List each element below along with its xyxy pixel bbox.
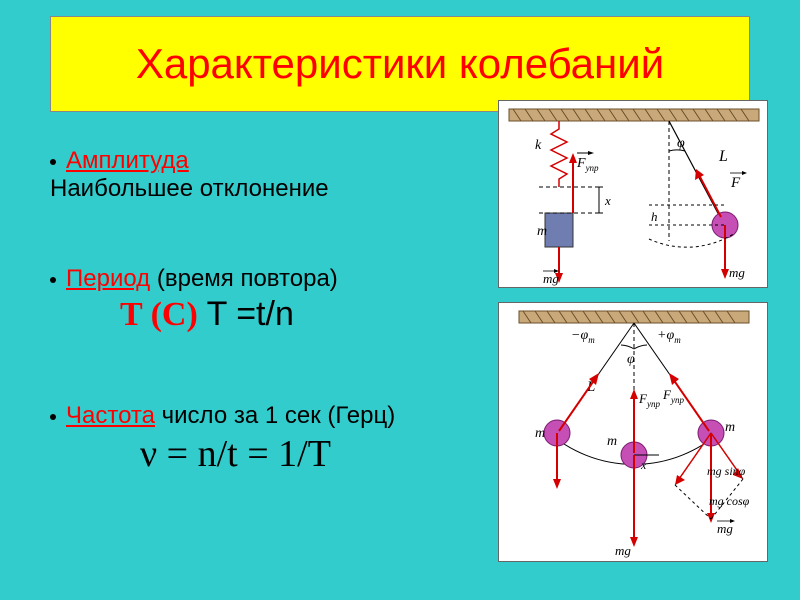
frequency-term: Частота — [66, 402, 155, 429]
spring-pendulum-icon: k Fупр x m mg — [535, 121, 611, 286]
period-term: Период — [66, 265, 150, 292]
diagram-spring-and-pendulum: k Fупр x m mg φ — [498, 100, 768, 288]
svg-text:k: k — [535, 138, 542, 153]
svg-text:h: h — [651, 209, 658, 224]
frequency-rest: число за 1 сек (Герц) — [155, 402, 395, 429]
svg-text:x: x — [604, 193, 611, 208]
svg-text:mg: mg — [615, 543, 631, 558]
period-rest: (время повтора) — [150, 265, 338, 292]
svg-text:mg sinφ: mg sinφ — [707, 464, 746, 478]
svg-text:x: x — [640, 458, 647, 472]
bullet-icon — [50, 277, 56, 283]
svg-text:m: m — [607, 434, 617, 449]
title-bar: Характеристики колебаний — [50, 16, 750, 112]
svg-text:Fупр: Fупр — [638, 391, 660, 409]
svg-text:m: m — [725, 420, 735, 435]
period-eq: T =t/n — [198, 295, 294, 333]
diagram-pendulum-forces: −φm φ +φm L m m m x — [498, 302, 768, 562]
slide: Характеристики колебаний Амплитуда Наибо… — [0, 0, 800, 600]
svg-text:mg: mg — [543, 271, 559, 286]
svg-text:−φm: −φm — [571, 328, 595, 345]
svg-text:mg: mg — [729, 265, 745, 280]
period-tc: T (С) — [120, 296, 198, 333]
simple-pendulum-icon: φ L F mg h — [649, 121, 747, 280]
svg-text:m: m — [537, 224, 547, 239]
svg-text:φ: φ — [627, 352, 635, 367]
svg-text:Fупр: Fупр — [576, 156, 599, 173]
svg-text:L: L — [718, 148, 728, 165]
bullet-icon — [50, 159, 56, 165]
svg-text:F: F — [730, 175, 741, 191]
bullet-icon — [50, 414, 56, 420]
svg-text:φ: φ — [677, 136, 685, 151]
svg-text:+φm: +φm — [657, 328, 681, 345]
svg-text:mg cosφ: mg cosφ — [709, 494, 750, 508]
slide-title: Характеристики колебаний — [136, 40, 664, 88]
svg-text:m: m — [535, 426, 545, 441]
svg-text:mg: mg — [717, 521, 733, 536]
amplitude-term: Амплитуда — [66, 147, 189, 175]
